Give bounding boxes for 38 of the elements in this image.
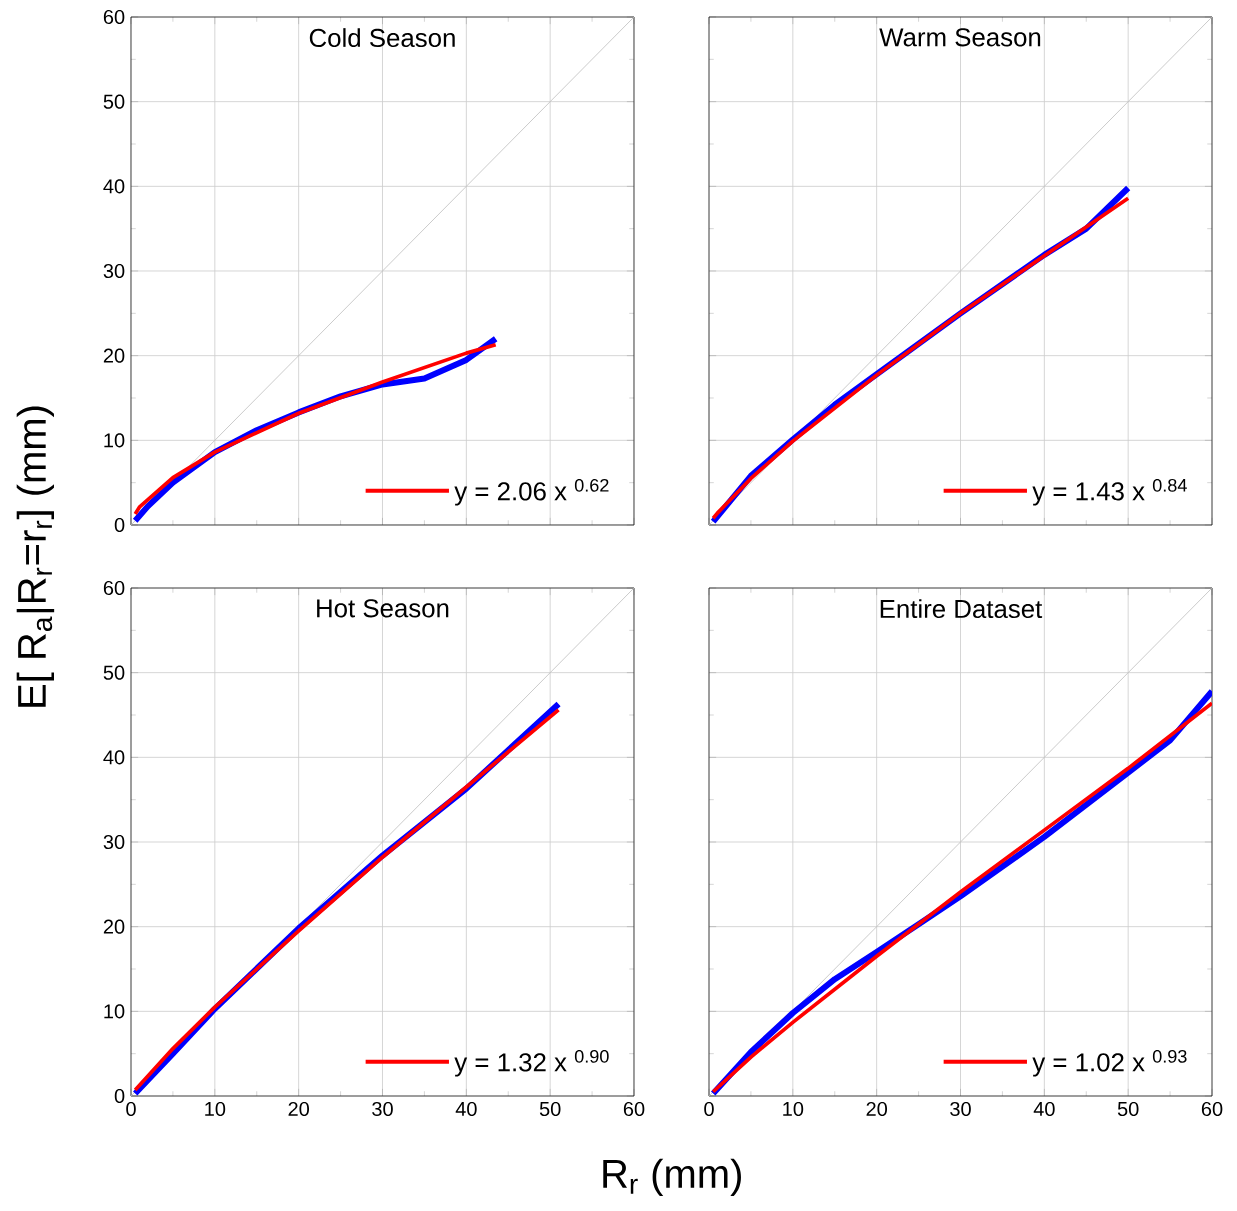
x-tick-label: 20 [866, 1101, 888, 1117]
legend-label: y = 1.02 x $^{0.93}$ [1032, 1049, 1187, 1077]
chart-title: Cold Season [309, 28, 455, 48]
y-tick-label: 50 [103, 94, 125, 109]
legend-label: y = 1.43 x $^{0.84}$ [1032, 478, 1187, 506]
x-tick-label: 40 [455, 1101, 477, 1117]
x-tick-label: 50 [539, 1101, 561, 1117]
y-tick-label: 60 [103, 580, 125, 596]
x-tick-label: 60 [623, 1101, 645, 1117]
chart-title: Entire Dataset [880, 599, 1043, 619]
x-tick-label: 20 [288, 1101, 310, 1117]
y-tick-label: 10 [104, 1004, 125, 1019]
x-tick-label: 60 [1201, 1101, 1223, 1117]
y-tick-label: 0 [114, 517, 125, 533]
x-axis-title: R$_{r}$ (mm) [603, 1158, 741, 1196]
x-tick-label: 10 [205, 1101, 226, 1117]
y-tick-label: 10 [104, 433, 125, 448]
y-axis-title: E[ R$_{a}$|R$_{r}$=r$_{r}$] (mm) [16, 406, 55, 707]
chart-title: Warm Season [879, 28, 1041, 47]
x-tick-label: 40 [1033, 1101, 1055, 1117]
legend-label: y = 1.32 x $^{0.90}$ [454, 1049, 609, 1077]
y-tick-label: 30 [103, 834, 125, 850]
y-tick-label: 20 [103, 348, 125, 363]
legend-label: y = 2.06 x $^{0.62}$ [454, 478, 609, 506]
y-tick-label: 20 [103, 919, 125, 934]
x-tick-label: 0 [704, 1101, 714, 1117]
x-tick-label: 10 [783, 1101, 804, 1117]
chart-title: Hot Season [317, 599, 449, 618]
y-tick-label: 60 [103, 9, 125, 25]
y-tick-label: 30 [103, 263, 125, 279]
y-tick-label: 40 [103, 179, 125, 194]
y-tick-label: 50 [103, 665, 125, 680]
y-tick-label: 0 [114, 1088, 125, 1104]
x-tick-label: 30 [950, 1101, 971, 1117]
y-tick-label: 40 [103, 750, 125, 765]
x-tick-label: 30 [372, 1101, 393, 1117]
x-tick-label: 50 [1117, 1101, 1139, 1117]
x-tick-label: 0 [126, 1101, 136, 1117]
